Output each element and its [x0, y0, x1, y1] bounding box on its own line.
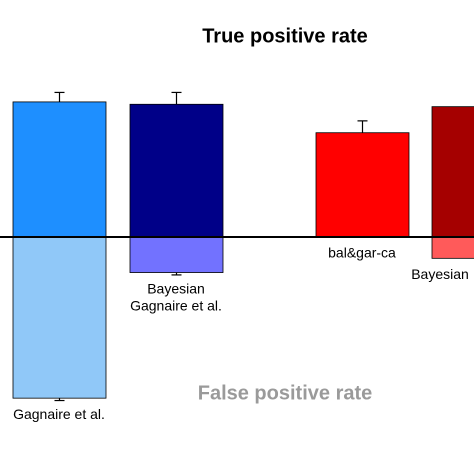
category-label: Bayesian — [147, 280, 205, 296]
bar — [129, 236, 224, 273]
category-label: Bayesian — [411, 266, 469, 282]
bar — [12, 101, 107, 238]
category-label: Gagnaire et al. — [130, 297, 222, 313]
bar — [129, 103, 224, 238]
bar — [431, 236, 474, 259]
category-label: Gagnaire et al. — [13, 406, 105, 422]
bar — [12, 236, 107, 399]
category-label: bal&gar-ca — [328, 245, 396, 261]
lower-title: False positive rate — [198, 382, 373, 404]
chart-title: True positive rate — [202, 25, 368, 47]
bar — [431, 106, 474, 238]
bar — [315, 132, 410, 238]
